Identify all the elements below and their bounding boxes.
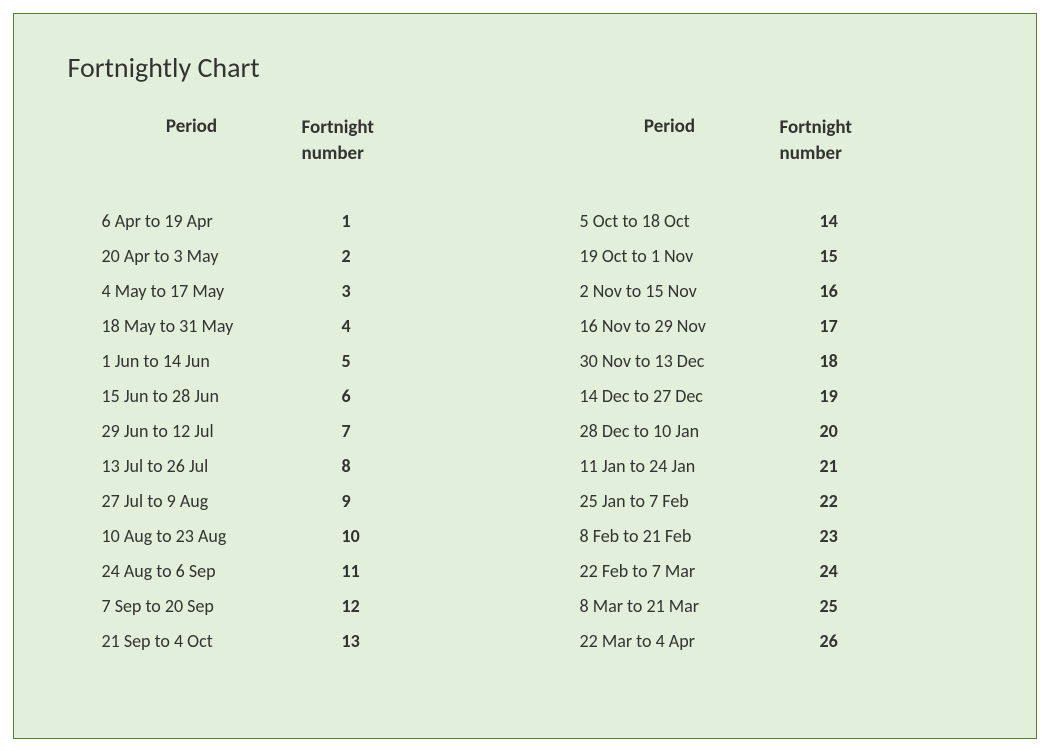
table-row: 7 Sep to 20 Sep12 (62, 589, 510, 624)
table-row: 8 Mar to 21 Mar25 (540, 589, 988, 624)
cell-fortnight-number: 22 (792, 490, 988, 512)
table-row: 27 Jul to 9 Aug9 (62, 484, 510, 519)
cell-period: 18 May to 31 May (62, 315, 314, 337)
table-row: 28 Dec to 10 Jan20 (540, 414, 988, 449)
cell-fortnight-number: 5 (314, 350, 510, 372)
cell-period: 8 Mar to 21 Mar (540, 595, 792, 617)
header-period-left: Period (62, 115, 302, 168)
table-row: 21 Sep to 4 Oct13 (62, 624, 510, 659)
cell-period: 13 Jul to 26 Jul (62, 455, 314, 477)
cell-fortnight-number: 6 (314, 385, 510, 407)
cell-period: 16 Nov to 29 Nov (540, 315, 792, 337)
cell-period: 21 Sep to 4 Oct (62, 630, 314, 652)
table-row: 29 Jun to 12 Jul7 (62, 414, 510, 449)
cell-period: 29 Jun to 12 Jul (62, 420, 314, 442)
cell-fortnight-number: 10 (314, 525, 510, 547)
cell-period: 7 Sep to 20 Sep (62, 595, 314, 617)
table-row: 5 Oct to 18 Oct14 (540, 204, 988, 239)
header-fortnight-line1-right: Fortnight (780, 116, 853, 139)
cell-fortnight-number: 7 (314, 420, 510, 442)
cell-period: 10 Aug to 23 Aug (62, 525, 314, 547)
cell-period: 25 Jan to 7 Feb (540, 490, 792, 512)
cell-period: 2 Nov to 15 Nov (540, 280, 792, 302)
cell-fortnight-number: 26 (792, 630, 988, 652)
cell-period: 24 Aug to 6 Sep (62, 560, 314, 582)
table-row: 10 Aug to 23 Aug10 (62, 519, 510, 554)
header-period-right: Period (540, 115, 780, 168)
table-row: 13 Jul to 26 Jul8 (62, 449, 510, 484)
cell-period: 28 Dec to 10 Jan (540, 420, 792, 442)
right-rows: 5 Oct to 18 Oct1419 Oct to 1 Nov152 Nov … (540, 204, 988, 659)
cell-fortnight-number: 1 (314, 210, 510, 232)
cell-fortnight-number: 17 (792, 315, 988, 337)
header-fortnight-line2-right: number (780, 142, 842, 165)
header-fortnight-left: Fortnight number (302, 115, 510, 168)
cell-fortnight-number: 18 (792, 350, 988, 372)
cell-period: 15 Jun to 28 Jun (62, 385, 314, 407)
cell-period: 27 Jul to 9 Aug (62, 490, 314, 512)
table-row: 22 Mar to 4 Apr26 (540, 624, 988, 659)
header-fortnight-line2-left: number (302, 142, 364, 165)
table-row: 2 Nov to 15 Nov16 (540, 274, 988, 309)
cell-fortnight-number: 14 (792, 210, 988, 232)
table-row: 16 Nov to 29 Nov17 (540, 309, 988, 344)
cell-fortnight-number: 2 (314, 245, 510, 267)
cell-fortnight-number: 25 (792, 595, 988, 617)
cell-period: 5 Oct to 18 Oct (540, 210, 792, 232)
table-row: 25 Jan to 7 Feb22 (540, 484, 988, 519)
cell-fortnight-number: 8 (314, 455, 510, 477)
header-fortnight-right: Fortnight number (780, 115, 988, 168)
cell-fortnight-number: 16 (792, 280, 988, 302)
table-row: 22 Feb to 7 Mar24 (540, 554, 988, 589)
cell-period: 20 Apr to 3 May (62, 245, 314, 267)
table-row: 11 Jan to 24 Jan21 (540, 449, 988, 484)
left-column: Period Fortnight number 6 Apr to 19 Apr1… (62, 115, 510, 659)
cell-fortnight-number: 20 (792, 420, 988, 442)
cell-period: 4 May to 17 May (62, 280, 314, 302)
left-rows: 6 Apr to 19 Apr120 Apr to 3 May24 May to… (62, 204, 510, 659)
cell-fortnight-number: 24 (792, 560, 988, 582)
cell-fortnight-number: 21 (792, 455, 988, 477)
fortnightly-chart-container: Fortnightly Chart Period Fortnight numbe… (13, 13, 1037, 739)
cell-fortnight-number: 12 (314, 595, 510, 617)
cell-period: 19 Oct to 1 Nov (540, 245, 792, 267)
table-row: 20 Apr to 3 May2 (62, 239, 510, 274)
table-row: 24 Aug to 6 Sep11 (62, 554, 510, 589)
cell-fortnight-number: 11 (314, 560, 510, 582)
left-column-headers: Period Fortnight number (62, 115, 510, 168)
cell-fortnight-number: 3 (314, 280, 510, 302)
cell-fortnight-number: 9 (314, 490, 510, 512)
cell-fortnight-number: 23 (792, 525, 988, 547)
columns-wrapper: Period Fortnight number 6 Apr to 19 Apr1… (62, 115, 988, 659)
cell-fortnight-number: 15 (792, 245, 988, 267)
cell-period: 22 Mar to 4 Apr (540, 630, 792, 652)
right-column-headers: Period Fortnight number (540, 115, 988, 168)
table-row: 4 May to 17 May3 (62, 274, 510, 309)
header-fortnight-line1-left: Fortnight (302, 116, 375, 139)
cell-period: 11 Jan to 24 Jan (540, 455, 792, 477)
table-row: 19 Oct to 1 Nov15 (540, 239, 988, 274)
table-row: 8 Feb to 21 Feb23 (540, 519, 988, 554)
chart-title: Fortnightly Chart (68, 50, 988, 85)
cell-period: 1 Jun to 14 Jun (62, 350, 314, 372)
table-row: 30 Nov to 13 Dec18 (540, 344, 988, 379)
cell-period: 6 Apr to 19 Apr (62, 210, 314, 232)
cell-fortnight-number: 4 (314, 315, 510, 337)
table-row: 18 May to 31 May4 (62, 309, 510, 344)
cell-period: 8 Feb to 21 Feb (540, 525, 792, 547)
right-column: Period Fortnight number 5 Oct to 18 Oct1… (540, 115, 988, 659)
table-row: 15 Jun to 28 Jun6 (62, 379, 510, 414)
cell-period: 22 Feb to 7 Mar (540, 560, 792, 582)
cell-period: 14 Dec to 27 Dec (540, 385, 792, 407)
cell-fortnight-number: 19 (792, 385, 988, 407)
table-row: 14 Dec to 27 Dec19 (540, 379, 988, 414)
table-row: 1 Jun to 14 Jun5 (62, 344, 510, 379)
cell-period: 30 Nov to 13 Dec (540, 350, 792, 372)
cell-fortnight-number: 13 (314, 630, 510, 652)
table-row: 6 Apr to 19 Apr1 (62, 204, 510, 239)
